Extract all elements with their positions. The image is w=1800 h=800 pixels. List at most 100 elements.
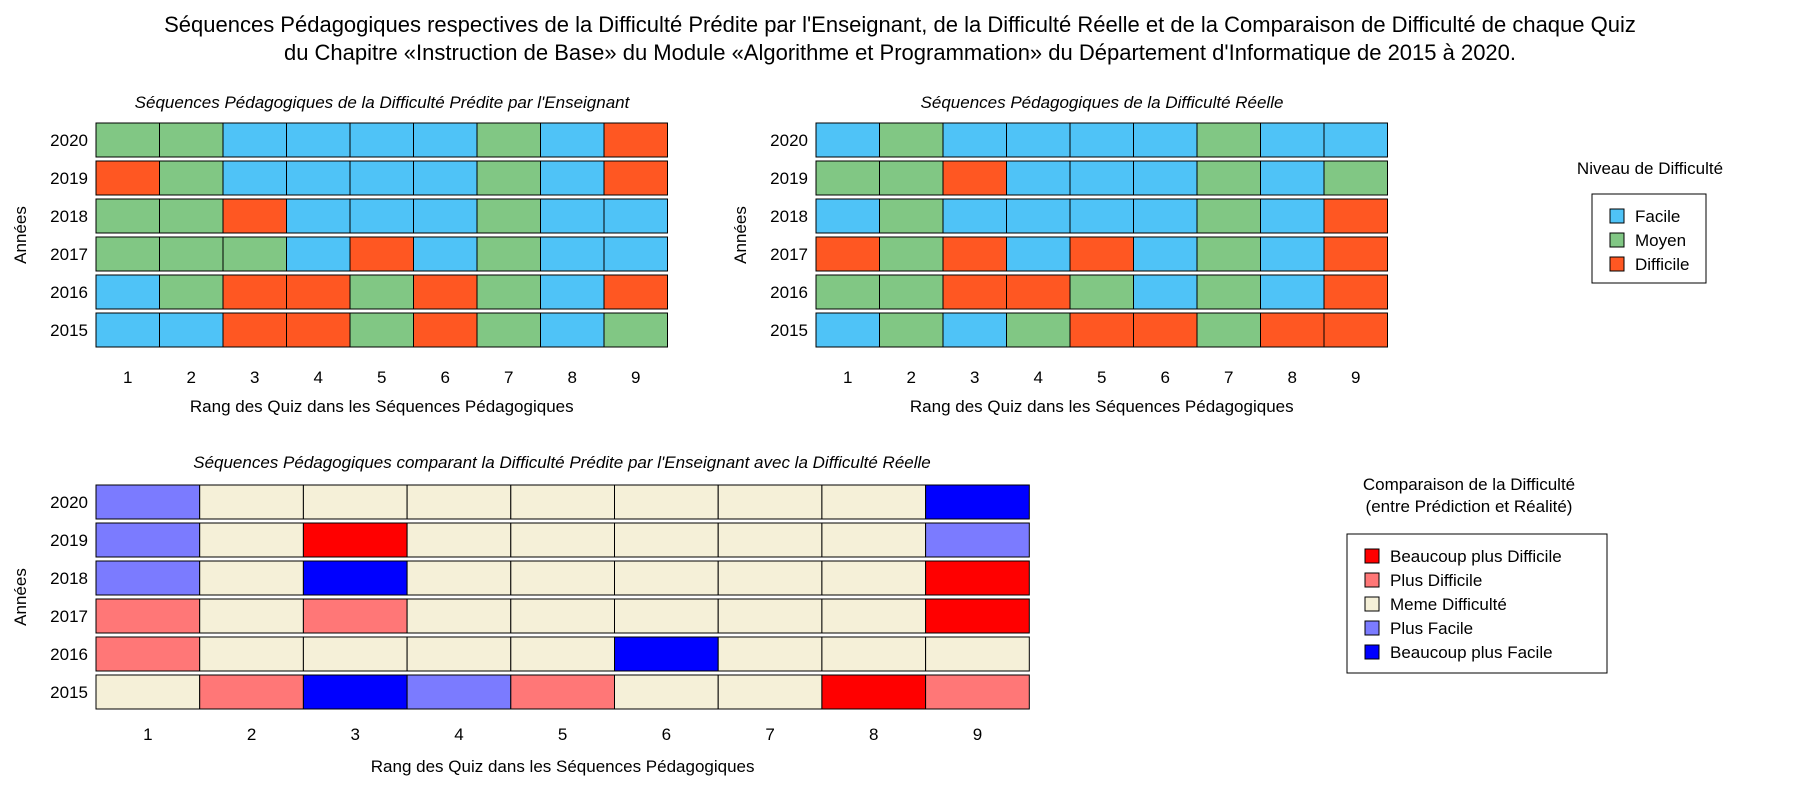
heatmap-cell: Facile [286, 160, 351, 196]
heatmap-cell: Beaucoup plus Difficile [925, 598, 1030, 634]
heatmap-cell: Meme Difficulté [510, 522, 615, 558]
heatmap-row-2015: FacileFacileDifficileDifficileMoyenDiffi… [95, 312, 668, 348]
heatmap-cell: Meme Difficulté [821, 484, 927, 520]
heatmap-row-2018: FacileMoyenFacileFacileFacileFacileMoyen… [815, 198, 1388, 234]
heatmap-cell: Beaucoup plus Difficile [925, 560, 1030, 596]
heatmap-cell: Facile [1133, 274, 1198, 310]
heatmap-cell: Difficile [942, 160, 1007, 196]
heatmap-cell: Difficile [1323, 198, 1388, 234]
heatmap-cell: Moyen [879, 160, 944, 196]
heatmap-cell: Facile [942, 312, 1007, 348]
legend-swatch [1364, 572, 1380, 588]
x-tick-label: 9 [973, 725, 982, 744]
heatmap-cell: Difficile [286, 312, 351, 348]
x-tick-label: 3 [970, 368, 979, 387]
heatmap-cell: Moyen [349, 274, 414, 310]
y-tick-label: 2017 [50, 607, 88, 626]
heatmap-cell: Meme Difficulté [717, 674, 823, 710]
heatmap-cell: Meme Difficulté [614, 484, 719, 520]
legend-label: Beaucoup plus Facile [1390, 643, 1553, 662]
heatmap-cell: Facile [1006, 122, 1071, 158]
heatmap-row-2020: Plus FacileMeme DifficultéMeme Difficult… [95, 484, 1030, 520]
heatmap-cell: Facile [413, 236, 478, 272]
heatmap-cell: Plus Facile [406, 674, 512, 710]
x-tick-label: 2 [247, 725, 256, 744]
heatmap-cell: Meme Difficulté [614, 598, 719, 634]
heatmap-cell: Moyen [1196, 122, 1261, 158]
heatmap-cell: Meme Difficulté [199, 522, 304, 558]
heatmap-cell: Meme Difficulté [614, 674, 719, 710]
heatmap-cell: Facile [222, 160, 287, 196]
heatmap-row-2020: FacileMoyenFacileFacileFacileFacileMoyen… [815, 122, 1388, 158]
main-title-line-1: Séquences Pédagogiques respectives de la… [164, 12, 1636, 37]
x-tick-label: 8 [568, 368, 577, 387]
y-tick-label: 2017 [770, 245, 808, 264]
heatmap-cell: Difficile [222, 312, 287, 348]
heatmap-cell: Moyen [1196, 236, 1261, 272]
heatmap-cell: Meme Difficulté [199, 484, 304, 520]
heatmap-cell: Meme Difficulté [302, 484, 408, 520]
heatmap-cell: Facile [222, 122, 287, 158]
heatmap-cell: Facile [95, 312, 160, 348]
y-tick-label: 2020 [770, 131, 808, 150]
heatmap-cell: Moyen [159, 160, 224, 196]
y-tick-label: 2015 [50, 321, 88, 340]
heatmap-cell: Beaucoup plus Facile [925, 484, 1030, 520]
heatmap-row-2019: Plus FacileMeme DifficultéBeaucoup plus … [95, 522, 1030, 558]
heatmap-cell: Moyen [476, 236, 541, 272]
heatmap-row-2015: FacileMoyenFacileMoyenDifficileDifficile… [815, 312, 1388, 348]
heatmap-cell: Facile [95, 274, 160, 310]
y-axis-label: Années [731, 206, 750, 264]
x-tick-label: 8 [1288, 368, 1297, 387]
heatmap-cell: Meme Difficulté [95, 674, 201, 710]
y-tick-label: 2020 [50, 493, 88, 512]
heatmap-cell: Facile [1069, 122, 1134, 158]
heatmap-cell: Meme Difficulté [510, 636, 615, 672]
heatmap-row-2017: MoyenMoyenMoyenFacileDifficileFacileMoye… [95, 236, 668, 272]
heatmap-cell: Facile [1133, 160, 1198, 196]
heatmap-cell: Moyen [476, 122, 541, 158]
heatmap-cell: Difficile [95, 160, 160, 196]
heatmap-cell: Plus Facile [95, 522, 201, 558]
heatmap-cell: Beaucoup plus Facile [302, 674, 408, 710]
heatmap-cell: Moyen [1323, 160, 1388, 196]
heatmap-cell: Meme Difficulté [614, 522, 719, 558]
y-tick-label: 2016 [50, 645, 88, 664]
legend-swatch [1364, 548, 1380, 564]
legend-comparison: Comparaison de la Difficulté (entre Prédi… [1346, 475, 1608, 674]
heatmap-cell: Meme Difficulté [406, 636, 512, 672]
x-tick-label: 2 [907, 368, 916, 387]
x-tick-label: 2 [187, 368, 196, 387]
x-axis-label: Rang des Quiz dans les Séquences Pédagog… [910, 397, 1294, 416]
y-tick-label: 2020 [50, 131, 88, 150]
legend-label: Moyen [1635, 231, 1686, 250]
heatmap-cell: Facile [1069, 198, 1134, 234]
heatmap-cell: Facile [159, 312, 224, 348]
heatmap-cell: Meme Difficulté [199, 598, 304, 634]
heatmap-cell: Meme Difficulté [406, 484, 512, 520]
heatmap-cell: Moyen [879, 236, 944, 272]
y-axis-label: Années [11, 206, 30, 264]
legend-difficulty: Niveau de Difficulté Facile Moyen Difficile [1577, 159, 1723, 284]
heatmap-cell: Difficile [1006, 274, 1071, 310]
heatmap-panel-2: Séquences Pédagogiques de la Difficulté … [731, 93, 1388, 416]
legend-swatch [1364, 644, 1380, 660]
y-tick-label: 2018 [770, 207, 808, 226]
heatmap-cell: Facile [942, 122, 1007, 158]
x-tick-label: 9 [1351, 368, 1360, 387]
heatmap-cell: Difficile [349, 236, 414, 272]
heatmap-cell: Moyen [815, 274, 880, 310]
heatmap-cell: Difficile [222, 274, 287, 310]
heatmap-cell: Facile [1006, 236, 1071, 272]
heatmap-cell: Moyen [476, 160, 541, 196]
legend-title: (entre Prédiction et Réalité) [1366, 497, 1573, 516]
heatmap-cell: Difficile [1323, 236, 1388, 272]
heatmap-cell: Moyen [1006, 312, 1071, 348]
heatmap-cell: Moyen [879, 312, 944, 348]
legend-swatch [1609, 208, 1625, 224]
heatmap-cell: Difficile [603, 122, 668, 158]
heatmap-cell: Moyen [1069, 274, 1134, 310]
